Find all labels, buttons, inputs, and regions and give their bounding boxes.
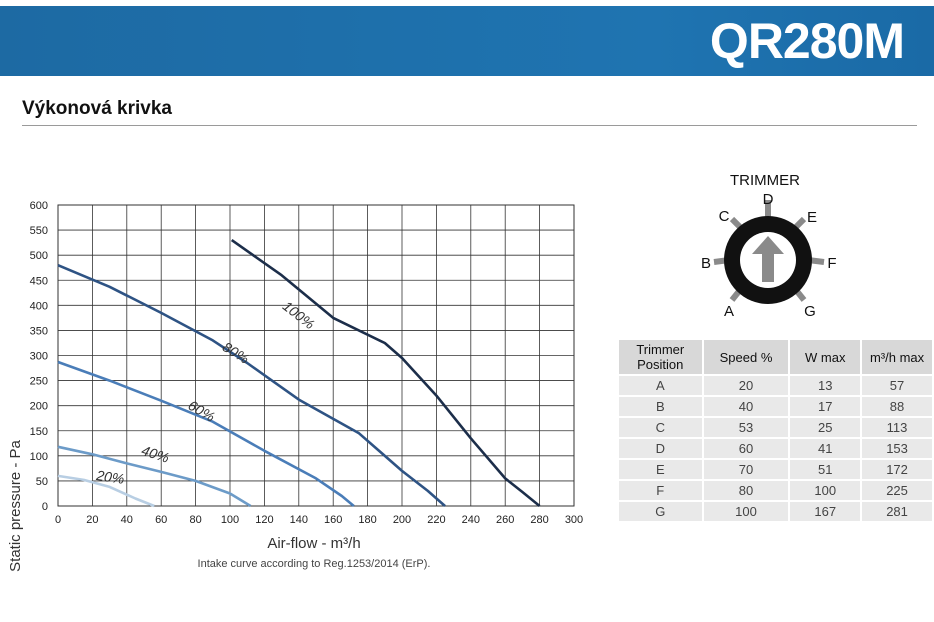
header-speed: Speed % — [703, 340, 789, 374]
trimmer-label-c: C — [719, 208, 730, 225]
cell-speed: 20 — [703, 376, 789, 395]
cell-position: C — [619, 418, 702, 437]
cell-m3h-max: 172 — [862, 460, 932, 479]
cell-m3h-max: 281 — [862, 502, 932, 521]
cell-speed: 60 — [703, 439, 789, 458]
chart-caption: Intake curve according to Reg.1253/2014 … — [198, 558, 431, 570]
header-m3h-max: m³/h max — [862, 340, 932, 374]
cell-w-max: 13 — [790, 376, 861, 395]
x-tick-label: 180 — [358, 514, 376, 526]
header-trimmer-position: Trimmer Position — [619, 340, 702, 374]
cell-position: F — [619, 481, 702, 500]
trimmer-label-a: A — [724, 303, 734, 320]
series-line-20pct — [57, 474, 155, 508]
x-tick-label: 40 — [121, 514, 133, 526]
y-tick-label: 150 — [30, 426, 48, 438]
trimmer-label-f: F — [827, 255, 836, 272]
x-tick-label: 200 — [393, 514, 411, 526]
cell-m3h-max: 88 — [862, 397, 932, 416]
x-tick-label: 0 — [55, 514, 61, 526]
y-axis-label: Static pressure - Pa — [7, 439, 24, 571]
trimmer-spec-table: Trimmer Position Speed % W max m³/h max … — [617, 338, 934, 523]
cell-m3h-max: 113 — [862, 418, 932, 437]
x-tick-label: 260 — [496, 514, 514, 526]
series-line-40pct — [57, 445, 252, 508]
y-tick-label: 350 — [30, 325, 48, 337]
header-bar: QR280M — [0, 6, 934, 76]
series-line-80pct — [57, 264, 446, 507]
cell-speed: 70 — [703, 460, 789, 479]
table-row: D 60 41 153 — [619, 439, 932, 458]
x-tick-label: 300 — [565, 514, 583, 526]
trimmer-label-b: B — [701, 255, 711, 272]
table-row: E 70 51 172 — [619, 460, 932, 479]
model-title: QR280M — [709, 13, 905, 69]
x-tick-label: 220 — [427, 514, 445, 526]
y-tick-label: 450 — [30, 275, 48, 287]
cell-position: G — [619, 502, 702, 521]
cell-position: B — [619, 397, 702, 416]
cell-w-max: 51 — [790, 460, 861, 479]
cell-w-max: 25 — [790, 418, 861, 437]
cell-position: D — [619, 439, 702, 458]
cell-w-max: 100 — [790, 481, 861, 500]
table-row: A 20 13 57 — [619, 376, 932, 395]
y-tick-label: 50 — [36, 476, 48, 488]
trimmer-label-e: E — [807, 209, 817, 226]
table-row: B 40 17 88 — [619, 397, 932, 416]
y-tick-label: 0 — [42, 501, 48, 513]
cell-m3h-max: 153 — [862, 439, 932, 458]
x-tick-label: 280 — [530, 514, 548, 526]
y-tick-label: 500 — [30, 250, 48, 262]
trimmer-title: TRIMMER — [730, 172, 800, 189]
cell-speed: 53 — [703, 418, 789, 437]
y-tick-label: 400 — [30, 300, 48, 312]
cell-speed: 100 — [703, 502, 789, 521]
y-tick-label: 200 — [30, 401, 48, 413]
x-tick-label: 240 — [462, 514, 480, 526]
x-tick-label: 100 — [221, 514, 239, 526]
y-tick-label: 600 — [30, 200, 48, 212]
table-row: G 100 167 281 — [619, 502, 932, 521]
x-tick-label: 120 — [255, 514, 273, 526]
section-divider — [22, 125, 917, 126]
section-title: Výkonová krivka — [22, 98, 172, 119]
table-header-row: Trimmer Position Speed % W max m³/h max — [619, 340, 932, 374]
cell-w-max: 167 — [790, 502, 861, 521]
cell-w-max: 17 — [790, 397, 861, 416]
x-axis-label: Air-flow - m³/h — [267, 535, 360, 552]
y-tick-label: 300 — [30, 351, 48, 363]
cell-speed: 40 — [703, 397, 789, 416]
y-tick-label: 250 — [30, 376, 48, 388]
trimmer-arrow-icon — [752, 236, 784, 282]
chart-labels: 0 20 40 60 80 100 120 140 160 180 200 220 240 260 280 3… — [30, 200, 584, 526]
cell-position: A — [619, 376, 702, 395]
chart-grid — [57, 204, 575, 507]
cell-speed: 80 — [703, 481, 789, 500]
series-label-20pct: 20% — [94, 467, 125, 487]
x-tick-label: 60 — [155, 514, 167, 526]
x-tick-label: 80 — [189, 514, 201, 526]
x-tick-label: 20 — [86, 514, 98, 526]
trimmer-dial: D C E B F A G — [701, 191, 837, 320]
table-row: C 53 25 113 — [619, 418, 932, 437]
series-line-100pct — [230, 239, 541, 508]
cell-w-max: 41 — [790, 439, 861, 458]
x-tick-label: 140 — [290, 514, 308, 526]
cell-m3h-max: 225 — [862, 481, 932, 500]
header-w-max: W max — [790, 340, 861, 374]
table-row: F 80 100 225 — [619, 481, 932, 500]
y-tick-label: 550 — [30, 225, 48, 237]
trimmer-label-g: G — [804, 303, 816, 320]
chart-series — [57, 239, 541, 508]
trimmer-label-d: D — [763, 191, 774, 208]
cell-m3h-max: 57 — [862, 376, 932, 395]
x-tick-label: 160 — [324, 514, 342, 526]
series-line-60pct — [57, 360, 355, 507]
cell-position: E — [619, 460, 702, 479]
performance-chart: 0 20 40 60 80 100 120 140 160 180 200 220 240 260 280 3… — [7, 200, 584, 572]
y-tick-label: 100 — [30, 451, 48, 463]
